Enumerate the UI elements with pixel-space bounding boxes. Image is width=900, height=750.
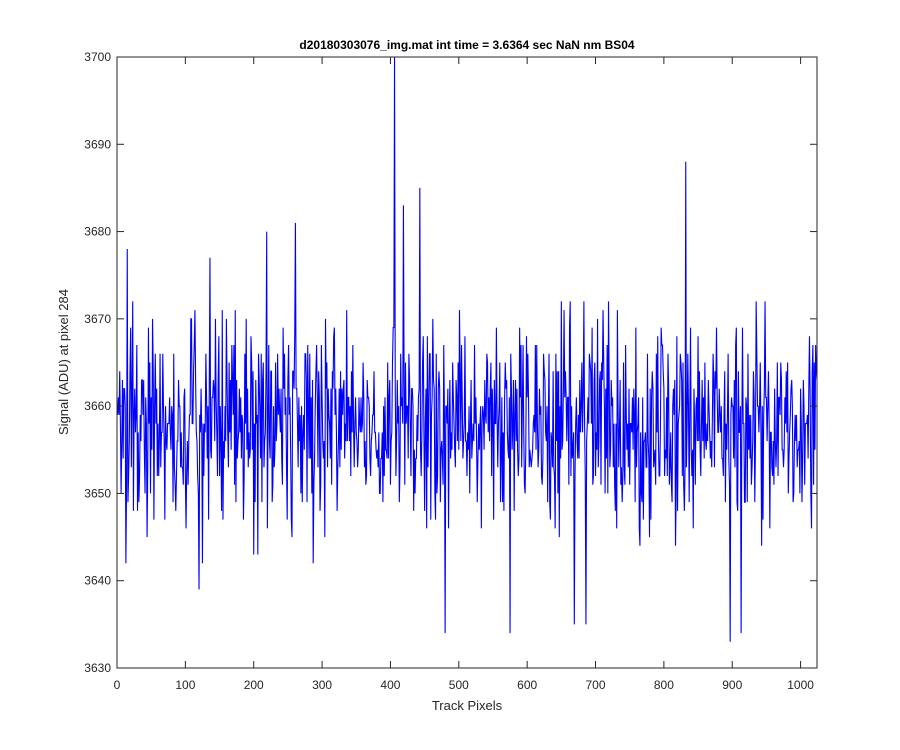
y-tick-label: 3690	[84, 137, 111, 151]
x-tick-label: 300	[312, 678, 332, 692]
x-tick-label: 600	[517, 678, 537, 692]
y-tick-label: 3700	[84, 50, 111, 64]
x-tick-label: 0	[114, 678, 121, 692]
ticks-layer: 0 100 200 300 400 500 600 700 800 900 1000 3630 3640…	[84, 50, 817, 692]
y-tick-label: 3640	[84, 574, 111, 588]
series-layer	[117, 56, 818, 642]
x-tick-label: 900	[722, 678, 742, 692]
y-tick-label: 3630	[84, 661, 111, 675]
x-tick-label: 700	[586, 678, 606, 692]
y-axis-title: Signal (ADU) at pixel 284	[56, 289, 71, 435]
x-tick-label: 200	[244, 678, 264, 692]
y-tick-label: 3650	[84, 486, 111, 500]
x-tick-label: 800	[654, 678, 674, 692]
x-axis-title: Track Pixels	[432, 698, 503, 713]
y-tick-label: 3680	[84, 225, 111, 239]
x-tick-label: 500	[449, 678, 469, 692]
x-tick-label: 400	[380, 678, 400, 692]
x-tick-label: 100	[175, 678, 195, 692]
y-tick-label: 3670	[84, 312, 111, 326]
y-tick-label: 3660	[84, 399, 111, 413]
chart-title: d20180303076_img.mat int time = 3.6364 s…	[299, 38, 635, 52]
x-tick-label: 1000	[787, 678, 814, 692]
series-line	[117, 56, 818, 642]
axes-box	[116, 56, 818, 669]
